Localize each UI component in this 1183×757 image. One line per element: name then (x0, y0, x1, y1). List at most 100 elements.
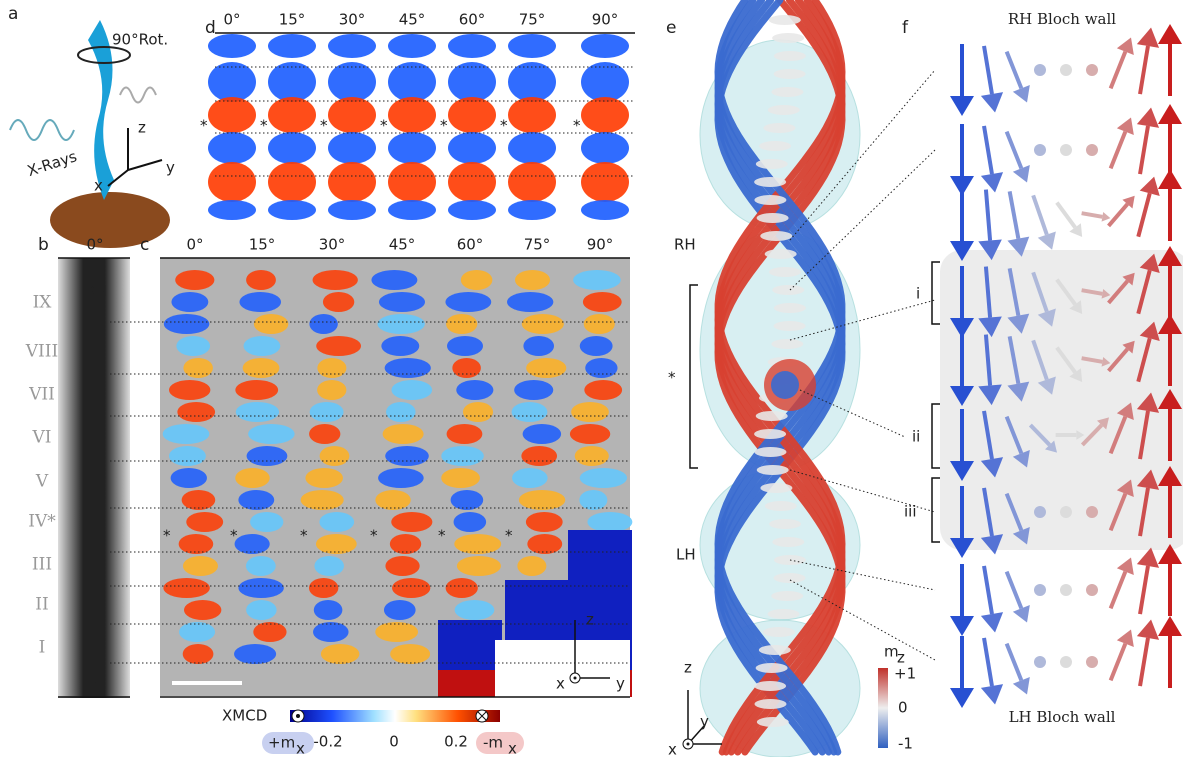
domain (461, 270, 493, 290)
spin-shaft (1109, 204, 1128, 226)
domain (512, 402, 548, 422)
axis-label: z (684, 659, 692, 677)
domain (446, 578, 478, 598)
domain (238, 490, 274, 510)
domain (268, 162, 316, 202)
angle-label: 30° (339, 11, 366, 29)
domain (508, 162, 556, 202)
spin-head (1102, 212, 1111, 222)
angle-label: 90° (592, 11, 619, 29)
domain (234, 644, 276, 664)
row-label: VI (32, 428, 52, 448)
domain (248, 424, 295, 444)
spin-shaft (1007, 52, 1022, 89)
domain (328, 97, 376, 133)
domain (371, 270, 417, 290)
domain (463, 402, 493, 422)
spin-shaft (984, 638, 992, 686)
colorbar-tick: 0 (898, 699, 908, 717)
domain (456, 380, 493, 400)
panel-label: b (38, 235, 49, 255)
domain (316, 336, 361, 356)
domain (388, 97, 436, 133)
spin-shaft (1138, 193, 1149, 236)
core-arrow (768, 105, 800, 115)
domain (383, 424, 424, 444)
domain (385, 446, 429, 466)
domain (268, 62, 316, 102)
colorbar (290, 710, 500, 722)
region-label: i (916, 285, 920, 303)
domain (235, 534, 270, 554)
panel-label: c (140, 235, 149, 255)
domain (581, 62, 629, 102)
core-arrow (769, 267, 801, 277)
core-arrow (774, 555, 806, 565)
core-arrow (754, 177, 786, 187)
panel-label: a (8, 4, 18, 24)
wire-image (58, 258, 130, 698)
domain (246, 270, 276, 290)
domain (571, 402, 609, 422)
domain (377, 314, 424, 334)
colorbar-end-sub: x (508, 740, 517, 757)
domain (457, 556, 501, 576)
panel-e-render (700, 0, 860, 757)
domain (580, 336, 613, 356)
spin-head (950, 616, 974, 636)
core-arrow (768, 609, 800, 619)
end-label: LH (84, 674, 104, 692)
domain (320, 446, 350, 466)
spin-shaft (1140, 566, 1148, 614)
spin-head (981, 172, 1003, 192)
core-arrow (759, 141, 791, 151)
domain (321, 644, 360, 664)
domain (519, 490, 565, 510)
spin-head (950, 688, 974, 708)
domain (238, 578, 283, 598)
row-label: IX (33, 293, 53, 313)
colorbar-tick: -1 (898, 735, 913, 753)
spin (1034, 506, 1046, 518)
spin-shaft (1140, 46, 1148, 94)
spin (1086, 656, 1098, 668)
domain (392, 578, 430, 598)
domain (246, 600, 277, 620)
spin-head (1158, 169, 1182, 189)
core-arrow (755, 699, 787, 709)
domain (448, 162, 496, 202)
spin-shaft (1111, 132, 1126, 169)
domain (163, 578, 210, 598)
marker: * (163, 527, 171, 545)
spin (1060, 656, 1072, 668)
core-arrow (757, 465, 789, 475)
bracket (932, 262, 940, 542)
marker: * (230, 527, 238, 545)
spin-shaft (1010, 191, 1019, 238)
wall-title: RH Bloch wall (1008, 10, 1116, 28)
domain (388, 132, 436, 164)
core-arrow (754, 429, 786, 439)
domain (441, 446, 484, 466)
domain (379, 292, 425, 312)
domain (441, 468, 480, 488)
domain (328, 132, 376, 164)
domain (452, 358, 481, 378)
marker: * (320, 117, 328, 135)
bracket (690, 285, 698, 468)
row-label: I (39, 638, 46, 658)
domain (182, 490, 216, 510)
colorbar-tick: -0.2 (313, 733, 342, 751)
beam-label: X-Rays (25, 147, 79, 180)
axis-label: y (616, 675, 625, 693)
domain (313, 270, 358, 290)
domain (235, 468, 269, 488)
core-arrow (760, 231, 792, 241)
domain (381, 336, 419, 356)
domain (446, 314, 477, 334)
beam-in (10, 120, 74, 140)
domain (390, 644, 430, 664)
spin-shaft (1111, 52, 1126, 89)
row-label: VII (28, 385, 55, 405)
marker: * (438, 527, 446, 545)
